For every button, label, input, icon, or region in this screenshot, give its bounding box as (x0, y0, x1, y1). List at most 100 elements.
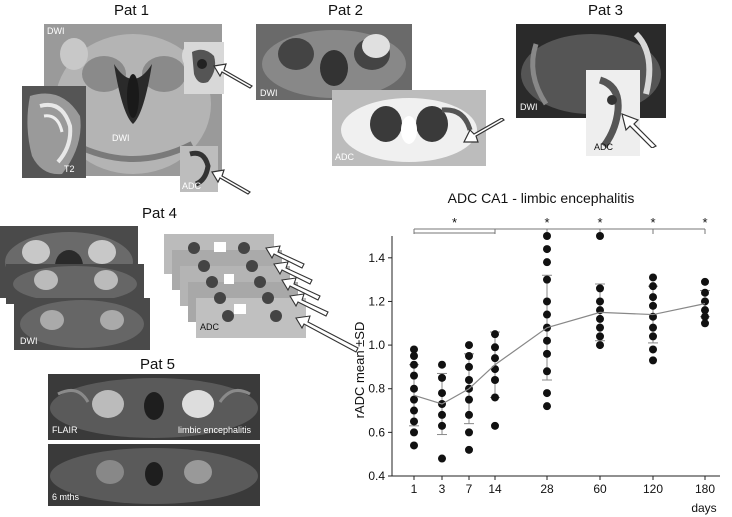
data-point (491, 330, 499, 339)
pat3-adc-image (586, 70, 640, 156)
significance-star: * (702, 215, 707, 230)
data-point (438, 410, 446, 419)
pat3-adc-label: ADC (594, 142, 614, 152)
significance-star: * (597, 215, 602, 230)
data-point (596, 297, 604, 306)
x-tick-label: 1 (411, 482, 418, 496)
data-point (543, 367, 551, 376)
data-point (596, 314, 604, 323)
data-point (596, 323, 604, 332)
data-point (701, 306, 709, 315)
data-point (465, 428, 473, 437)
pat2-dwi-label: DWI (260, 88, 278, 98)
data-point (465, 376, 473, 384)
pat2-arrow-icon (463, 118, 505, 143)
data-point (649, 356, 657, 365)
data-point (491, 393, 499, 402)
data-point (438, 360, 446, 369)
pat5-title: Pat 5 (140, 356, 176, 373)
chart-title: ADC CA1 - limbic encephalitis (448, 190, 635, 206)
x-tick-label: 3 (439, 482, 446, 496)
pat1-adc-bottom-inset (180, 146, 218, 192)
data-point (410, 406, 418, 415)
data-point (701, 312, 709, 321)
pat5-followup-image (48, 444, 260, 506)
y-tick-label: 0.8 (368, 382, 385, 396)
x-tick-label: 7 (466, 482, 473, 496)
pat5-followup-label: 6 mths (52, 492, 80, 502)
data-point (465, 341, 473, 350)
pat3-title: Pat 3 (588, 2, 624, 19)
pat4-title: Pat 4 (142, 205, 178, 222)
pat1-t2-image (22, 86, 86, 178)
data-point (543, 245, 551, 254)
pat2-adc-label: ADC (335, 152, 355, 162)
data-point (543, 336, 551, 345)
y-tick-label: 1.4 (368, 251, 385, 265)
data-point (410, 371, 418, 380)
data-point (410, 428, 418, 437)
pat4-arrows-icon (265, 245, 359, 353)
data-point (543, 275, 551, 284)
y-tick-label: 1.2 (368, 294, 385, 308)
data-point (701, 288, 709, 297)
data-point (543, 402, 551, 411)
data-point (438, 373, 446, 382)
pat3-arrow-icon (621, 113, 658, 148)
pat4-dwi-label: DWI (20, 336, 38, 346)
data-point (491, 365, 499, 374)
data-point (491, 421, 499, 430)
data-point (596, 332, 604, 341)
data-point (701, 319, 709, 328)
data-point (543, 232, 551, 240)
data-point (410, 417, 418, 426)
data-point (410, 395, 418, 404)
data-point (649, 273, 657, 282)
pat1-t2-label: T2 (64, 164, 75, 174)
data-point (543, 349, 551, 358)
data-point (410, 352, 418, 360)
x-tick-label: 28 (540, 482, 554, 496)
data-point (465, 362, 473, 371)
significance-star: * (452, 215, 457, 230)
pat1-dwi-center-label: DWI (112, 133, 130, 143)
y-tick-label: 1.0 (368, 338, 385, 352)
data-point (649, 301, 657, 310)
data-point (491, 343, 499, 352)
data-point (410, 345, 418, 354)
pat5-flair-label: FLAIR (52, 425, 78, 435)
pat1-dwi-top-label: DWI (47, 26, 65, 36)
data-point (701, 277, 709, 286)
data-point (438, 389, 446, 398)
data-point (649, 323, 657, 332)
data-point (438, 421, 446, 430)
data-point (543, 297, 551, 306)
data-point (649, 345, 657, 354)
data-point (410, 384, 418, 393)
pat5-limbic-label: limbic encephalitis (178, 425, 252, 435)
pat1-arrow-bottom-icon (211, 169, 251, 195)
pat2-dwi-image (256, 24, 412, 100)
data-point (543, 389, 551, 398)
data-point (491, 354, 499, 363)
data-point (465, 352, 473, 360)
data-point (596, 284, 604, 293)
data-point (465, 410, 473, 419)
pat5-flair-image (48, 374, 260, 440)
significance-star: * (650, 215, 655, 230)
data-point (410, 360, 418, 369)
pat4-dwi-stack-3 (14, 298, 150, 350)
pat4-dwi-stack-2 (6, 264, 144, 304)
mean-line (413, 303, 706, 405)
y-axis-label: rADC mean ±SD (352, 322, 367, 419)
data-point (465, 445, 473, 454)
pat2-adc-image (332, 90, 486, 166)
x-tick-label: 60 (593, 482, 607, 496)
x-tick-label: 120 (643, 482, 663, 496)
data-point (596, 341, 604, 350)
data-point (491, 376, 499, 384)
data-point (649, 332, 657, 341)
pat3-dwi-label: DWI (520, 102, 538, 112)
x-axis-label: days (691, 501, 716, 515)
